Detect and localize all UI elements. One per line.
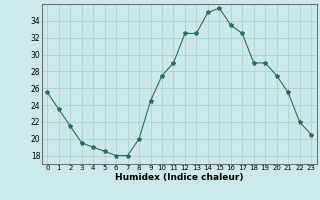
X-axis label: Humidex (Indice chaleur): Humidex (Indice chaleur)	[115, 173, 244, 182]
